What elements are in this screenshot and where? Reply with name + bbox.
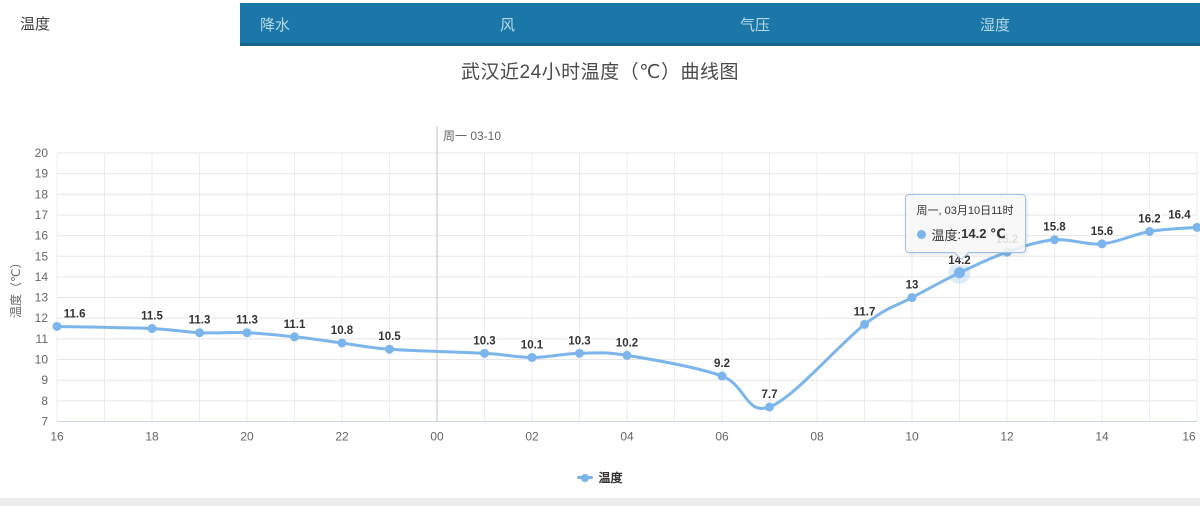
tab-label: 温度 xyxy=(20,15,51,33)
data-point-marker[interactable] xyxy=(52,321,62,331)
data-point-label: 10.3 xyxy=(568,335,590,347)
data-point-label: 11.3 xyxy=(236,315,258,327)
x-tick-label: 22 xyxy=(335,430,349,444)
y-tick-label: 10 xyxy=(35,353,49,367)
tab-wind[interactable]: 风 xyxy=(480,3,720,46)
x-tick-label: 06 xyxy=(715,430,729,444)
x-tick-label: 10 xyxy=(905,430,919,444)
data-point-marker[interactable] xyxy=(622,350,632,360)
y-tick-label: 11 xyxy=(36,332,49,346)
data-point-label: 11.7 xyxy=(854,306,876,318)
data-point-marker[interactable] xyxy=(337,338,347,348)
data-point-marker[interactable] xyxy=(195,328,204,338)
tooltip-series-name: 温度 xyxy=(931,227,958,243)
series-line xyxy=(55,225,1199,410)
data-point-marker[interactable] xyxy=(1097,239,1107,249)
x-tick-label: 00 xyxy=(430,430,444,444)
tooltip-value: 14.2 ℃ xyxy=(961,226,1006,242)
x-tick-label: 16 xyxy=(50,430,64,444)
tab-pressure[interactable]: 气压 xyxy=(720,3,960,46)
tab-temperature[interactable]: 温度 xyxy=(0,0,240,46)
y-tick-label: 12 xyxy=(35,311,49,325)
y-axis-title: 温度（℃） xyxy=(8,257,23,318)
data-point-label: 10.5 xyxy=(378,331,401,343)
data-point-label: 11.6 xyxy=(64,308,86,320)
data-point-label: 10.1 xyxy=(521,339,544,351)
tab-bar: 温度 降水 风 气压 湿度 xyxy=(0,0,1200,46)
data-point-marker[interactable] xyxy=(480,348,489,358)
y-tick-label: 17 xyxy=(35,208,49,222)
tab-label: 风 xyxy=(500,17,516,34)
data-point-marker[interactable] xyxy=(1050,235,1059,245)
y-tick-label: 19 xyxy=(35,167,49,181)
data-point-marker[interactable] xyxy=(1192,222,1200,232)
data-point-marker[interactable] xyxy=(385,344,394,354)
data-point-label: 13 xyxy=(906,280,919,292)
x-tick-label: 02 xyxy=(525,430,539,444)
tab-precipitation[interactable]: 降水 xyxy=(240,3,480,46)
x-tick-label: 14 xyxy=(1095,430,1109,444)
data-point-label: 11.1 xyxy=(284,319,306,331)
data-point-marker[interactable] xyxy=(860,319,869,329)
data-point-marker[interactable] xyxy=(575,348,584,358)
data-point-marker[interactable] xyxy=(907,293,917,303)
data-point-marker[interactable] xyxy=(290,332,299,342)
data-point-marker[interactable] xyxy=(147,324,157,334)
x-tick-label: 16 xyxy=(1182,430,1196,444)
x-tick-label: 20 xyxy=(240,430,254,444)
data-point-label: 10.8 xyxy=(331,325,354,337)
tab-label: 气压 xyxy=(740,17,771,34)
legend-dot-icon xyxy=(581,473,590,482)
y-tick-label: 14 xyxy=(35,270,49,284)
data-point-label: 7.7 xyxy=(762,389,778,401)
data-point-label: 15.8 xyxy=(1043,222,1066,234)
y-tick-label: 7 xyxy=(41,415,48,429)
data-point-label: 11.3 xyxy=(189,315,211,327)
data-point-label: 11.5 xyxy=(141,311,163,323)
data-point-marker[interactable] xyxy=(765,402,774,412)
tooltip-colon: : xyxy=(957,226,962,242)
data-point-marker[interactable] xyxy=(1145,226,1154,236)
chart-title: 武汉近24小时温度（℃）曲线图 xyxy=(461,62,739,83)
legend-label: 温度 xyxy=(598,471,623,485)
tab-label: 降水 xyxy=(260,17,291,34)
tab-humidity[interactable]: 湿度 xyxy=(960,3,1200,46)
x-tick-label: 18 xyxy=(145,430,159,444)
y-tick-label: 9 xyxy=(41,373,48,387)
y-tick-label: 16 xyxy=(35,229,49,243)
y-tick-label: 15 xyxy=(35,249,49,263)
x-tick-label: 08 xyxy=(810,430,824,444)
y-tick-label: 8 xyxy=(41,394,48,408)
y-tick-label: 18 xyxy=(35,187,49,201)
y-tick-label: 13 xyxy=(35,291,49,305)
data-point-label: 16.4 xyxy=(1168,209,1191,221)
x-tick-label: 04 xyxy=(620,430,634,444)
series-dot-icon xyxy=(916,229,926,239)
y-tick-label: 20 xyxy=(35,146,49,160)
x-tick-label: 12 xyxy=(1000,430,1014,444)
bottom-strip xyxy=(0,498,1200,506)
legend-item-temperature[interactable]: 温度 xyxy=(0,469,1200,486)
data-point-marker[interactable] xyxy=(954,267,965,279)
data-point-label: 10.2 xyxy=(616,337,638,349)
data-point-label: 14.2 xyxy=(948,255,970,267)
data-point-label: 9.2 xyxy=(714,358,730,370)
data-point-label: 15.6 xyxy=(1091,226,1113,238)
data-point-label: 10.3 xyxy=(473,335,495,347)
day-divider-label: 周一 03-10 xyxy=(443,129,501,143)
data-point-marker[interactable] xyxy=(527,352,537,362)
data-point-marker[interactable] xyxy=(717,371,727,381)
tab-label: 湿度 xyxy=(980,17,1011,34)
tooltip-value-row: 温度:14.2 ℃ xyxy=(916,225,1014,244)
tooltip-date: 周一, 03月10日11时 xyxy=(916,204,1014,217)
legend-line-marker-icon xyxy=(577,473,594,482)
chart-tooltip: 周一, 03月10日11时 温度:14.2 ℃ xyxy=(904,193,1026,261)
data-point-label: 16.2 xyxy=(1138,213,1160,225)
data-point-marker[interactable] xyxy=(242,328,252,338)
